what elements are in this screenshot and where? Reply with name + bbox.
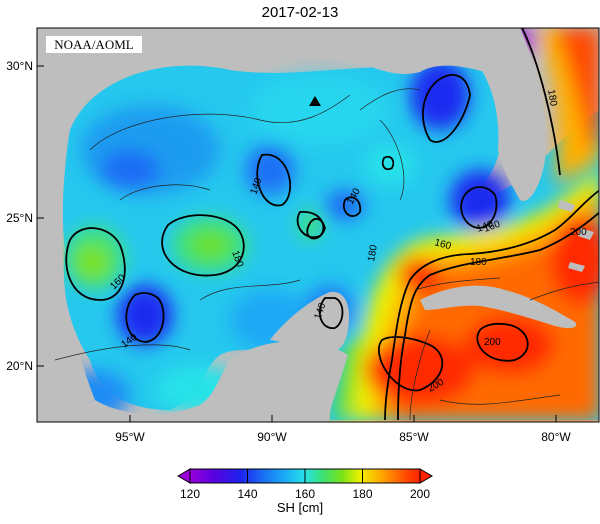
colorbar-tick-180: 180 — [352, 487, 372, 501]
triangle-marker — [309, 96, 321, 106]
colorbar-tick-160: 160 — [295, 487, 315, 501]
colorbar-tick-140: 140 — [237, 487, 257, 501]
contour-label-200: 200 — [570, 227, 587, 238]
lon-label-80w: 80°W — [541, 430, 571, 444]
map-title: 2017-02-13 — [261, 4, 339, 21]
colorbar-max-arrow — [419, 468, 433, 484]
lon-label-95w: 95°W — [115, 430, 145, 444]
credit-label: NOAA/AOML — [54, 37, 134, 52]
lon-label-90w: 90°W — [257, 430, 287, 444]
colorbar: 120 140 160 180 200 — [177, 468, 433, 501]
contour-label-200: 200 — [484, 337, 501, 348]
colorbar-tick-200: 200 — [410, 487, 430, 501]
lat-label-25n: 25°N — [6, 211, 33, 225]
contour-labels: 140 140 140 140 140 160 160 160 180 180 … — [108, 89, 587, 395]
lat-label-20n: 20°N — [6, 359, 33, 373]
colorbar-label: SH [cm] — [276, 500, 324, 515]
lon-label-85w: 85°W — [399, 430, 429, 444]
contours — [54, 28, 599, 421]
contour-label-180: 180 — [470, 257, 487, 268]
tick-marks — [37, 65, 557, 422]
contour-label-180: 180 — [366, 244, 380, 263]
credit-box — [46, 36, 142, 53]
land-masses — [37, 28, 594, 422]
contour-label-180: 180 — [545, 89, 559, 108]
map-frame — [36, 27, 600, 423]
contour-label-160: 160 — [433, 237, 452, 252]
colorbar-tick-120: 120 — [180, 487, 200, 501]
colorbar-min-arrow — [177, 468, 191, 484]
lat-label-30n: 30°N — [6, 59, 33, 73]
